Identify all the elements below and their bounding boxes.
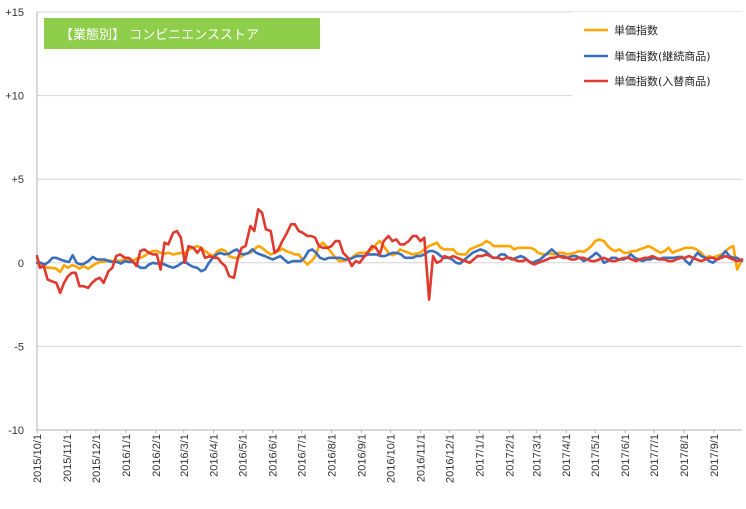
x-tick-label: 2016/6/1 bbox=[268, 434, 280, 477]
x-tick-label: 2016/5/1 bbox=[238, 434, 250, 477]
x-tick-label: 2017/4/1 bbox=[561, 434, 573, 477]
x-tick-label: 2017/5/1 bbox=[590, 434, 602, 477]
x-tick-label: 2017/6/1 bbox=[620, 434, 632, 477]
x-tick-label: 2016/3/1 bbox=[179, 434, 191, 477]
series-lines bbox=[35, 208, 744, 301]
x-tick-label: 2016/2/1 bbox=[151, 434, 163, 477]
chart-title-box: 【業態別】 コンビニエンスストア bbox=[44, 18, 320, 49]
legend-label-series-0: 単価指数 bbox=[614, 23, 658, 37]
x-tick-label: 2016/11/1 bbox=[415, 434, 427, 482]
y-tick-label: +10 bbox=[5, 91, 24, 103]
x-tick-label: 2017/2/1 bbox=[504, 434, 516, 477]
legend-label-series-1: 単価指数(継続商品) bbox=[614, 49, 711, 63]
x-tick-label: 2017/9/1 bbox=[709, 434, 721, 477]
x-tick-label: 2015/12/1 bbox=[91, 434, 103, 483]
x-tick-label: 2017/8/1 bbox=[679, 434, 691, 477]
y-tick-label: +5 bbox=[11, 174, 24, 186]
y-tick-label: 0 bbox=[18, 258, 24, 270]
y-tick-labels: +15 +10 +5 0 -5 -10 bbox=[5, 7, 24, 437]
x-tick-label: 2016/1/1 bbox=[121, 434, 133, 477]
legend-label-series-2: 単価指数(入替商品) bbox=[614, 74, 711, 88]
x-tick-label: 2015/11/1 bbox=[62, 434, 74, 482]
y-tick-label: -10 bbox=[8, 425, 24, 437]
x-tick-label: 2017/7/1 bbox=[649, 434, 661, 477]
x-tick-label: 2015/10/1 bbox=[32, 434, 44, 483]
chart-title: 【業態別】 コンビニエンスストア bbox=[60, 27, 259, 43]
axes bbox=[36, 12, 742, 431]
x-tick-labels: 2015/10/1 2015/11/1 2015/12/1 2016/1/1 2016/… bbox=[32, 430, 721, 483]
x-tick-label: 2017/1/1 bbox=[474, 434, 486, 477]
x-tick-label: 2017/3/1 bbox=[531, 434, 543, 477]
x-tick-label: 2016/8/1 bbox=[327, 434, 339, 477]
y-tick-label: -5 bbox=[14, 341, 24, 353]
series-line-2 bbox=[35, 208, 744, 301]
x-tick-label: 2016/4/1 bbox=[209, 434, 221, 477]
x-tick-label: 2016/7/1 bbox=[297, 434, 309, 477]
x-tick-label: 2016/12/1 bbox=[444, 434, 456, 483]
x-tick-label: 2016/9/1 bbox=[356, 434, 368, 477]
x-tick-label: 2016/10/1 bbox=[385, 434, 397, 483]
series-line-0 bbox=[35, 238, 744, 274]
chart-title-background bbox=[44, 18, 320, 49]
y-tick-label: +15 bbox=[5, 7, 24, 19]
legend: 単価指数 単価指数(継続商品) 単価指数(入替商品) bbox=[572, 12, 742, 98]
